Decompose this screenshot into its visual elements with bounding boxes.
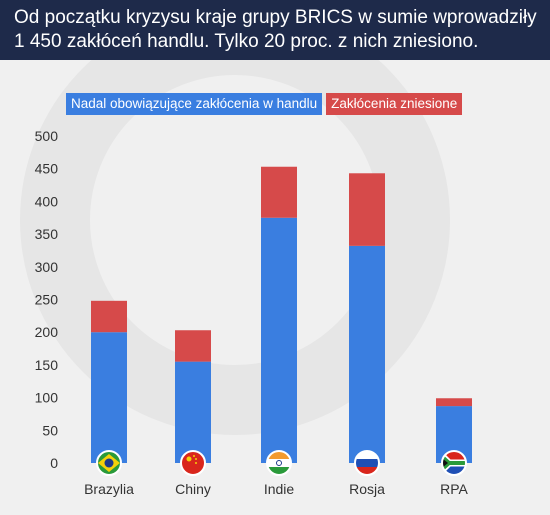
y-tick-label: 200 <box>35 324 59 340</box>
x-tick-label: Rosja <box>349 481 385 497</box>
bar-existing <box>349 245 385 463</box>
y-tick-label: 100 <box>35 390 59 406</box>
y-tick-label: 350 <box>35 226 59 242</box>
legend-item-removed: Zakłócenia zniesione <box>326 93 463 115</box>
y-tick-label: 50 <box>42 422 58 438</box>
bar-removed <box>436 398 472 407</box>
x-tick-label: Chiny <box>175 481 211 497</box>
bar-removed <box>91 300 127 333</box>
title-bar: Od początku kryzysu kraje grupy BRICS w … <box>0 0 550 60</box>
south-africa-flag-icon <box>441 450 467 476</box>
bar-existing <box>261 217 297 463</box>
y-tick-label: 500 <box>35 128 59 144</box>
legend-item-existing: Nadal obowiązujące zakłócenia w handlu <box>66 93 323 115</box>
bar-removed <box>261 166 297 218</box>
india-flag-icon <box>266 450 292 476</box>
chart-title: Od początku kryzysu kraje grupy BRICS w … <box>14 6 539 54</box>
brazil-flag-icon <box>96 450 122 476</box>
x-tick-label: RPA <box>440 481 468 497</box>
legend: Nadal obowiązujące zakłócenia w handlu Z… <box>66 93 463 115</box>
x-tick-label: Indie <box>264 481 295 497</box>
russia-flag-icon <box>354 450 380 476</box>
y-tick-label: 150 <box>35 357 59 373</box>
title-line-1: Od początku kryzysu kraje grupy BRICS w … <box>14 7 537 28</box>
bar-existing <box>175 361 211 463</box>
bar-removed <box>349 173 385 246</box>
y-tick-label: 450 <box>35 161 59 177</box>
y-tick-label: 0 <box>50 455 58 471</box>
china-flag-icon <box>180 450 206 476</box>
bar-removed <box>175 330 211 362</box>
y-tick-label: 300 <box>35 259 59 275</box>
x-tick-label: Brazylia <box>84 481 134 497</box>
y-tick-label: 250 <box>35 292 59 308</box>
bar-existing <box>91 332 127 463</box>
y-tick-label: 400 <box>35 193 59 209</box>
title-line-2: 1 450 zakłóceń handlu. Tylko 20 proc. z … <box>14 31 479 52</box>
